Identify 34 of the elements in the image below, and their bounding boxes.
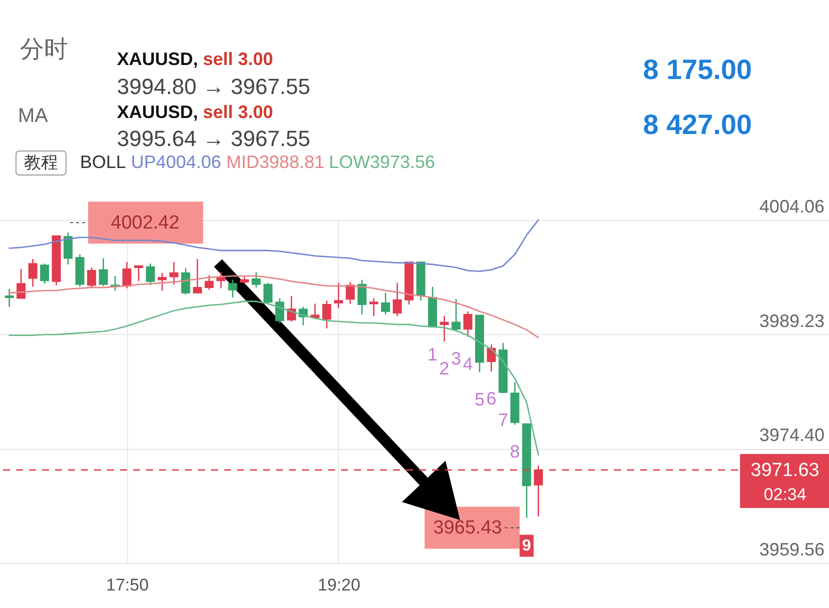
text: MID3988.81 [226, 152, 324, 172]
annotation: 5 [474, 389, 485, 410]
x-tick-label: 17:50 [106, 576, 149, 594]
annotation: 3994.80 → 3967.55 [117, 74, 310, 99]
annotation: 8 175.00 [643, 54, 752, 85]
annotation: sell 3.00 [203, 102, 274, 122]
annotation: 4002.42 [110, 212, 180, 234]
annotation: MA [18, 105, 49, 127]
annotation: 3 [451, 348, 462, 368]
annotation: 2 [439, 358, 450, 378]
annotation: 9 [522, 538, 532, 555]
annotation: 8 427.00 [643, 109, 752, 140]
text: LOW3973.56 [328, 152, 436, 172]
text: UP4004.06 [131, 152, 222, 172]
annotation: 教程 [24, 153, 58, 172]
y-tick-label: 3989.23 [759, 310, 824, 331]
annotation: 分时 [20, 36, 68, 63]
annotation: 4 [462, 354, 473, 374]
annotation: 3995.64 → 3967.55 [117, 126, 310, 151]
annotation: XAUUSD, [117, 102, 198, 122]
annotation: 6 [486, 388, 496, 409]
y-tick-label: 4004.06 [759, 196, 824, 216]
annotation: 7 [498, 410, 508, 430]
x-tick-label: 19:20 [318, 576, 360, 594]
annotation: 1 [428, 344, 438, 365]
annotation: 3965.43 [433, 518, 502, 539]
y-tick-label: 3959.56 [759, 539, 824, 560]
y-tick-label: 3974.40 [759, 425, 824, 446]
legend-title: BOLL [80, 152, 126, 172]
annotation: 8 [510, 442, 520, 462]
annotation: 02:34 [764, 484, 806, 504]
annotation: XAUUSD, [117, 49, 198, 69]
annotation: sell 3.00 [203, 49, 274, 69]
annotation: 3971.63 [750, 460, 820, 481]
